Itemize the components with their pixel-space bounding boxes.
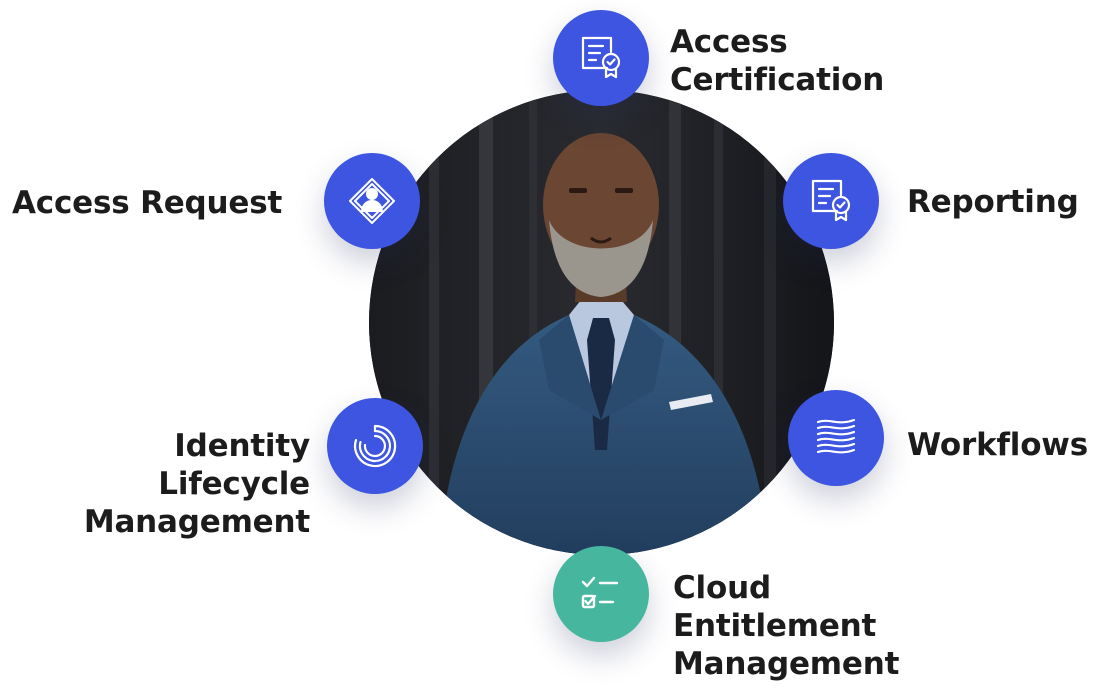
cloud-entitlement-management-label: Cloud Entitlement Management (673, 570, 900, 682)
person-diamond-icon (349, 178, 395, 224)
reporting-label: Reporting (907, 184, 1079, 220)
access-request-node[interactable] (324, 153, 420, 249)
reporting-node[interactable] (783, 153, 879, 249)
identity-lifecycle-management-node[interactable] (327, 398, 423, 494)
certificate-icon (581, 36, 621, 79)
access-certification-label: Access Certification (670, 24, 885, 98)
access-request-label: Access Request (12, 185, 283, 221)
lifecycle-rings-icon (354, 424, 397, 468)
cloud-entitlement-management-node[interactable] (553, 546, 649, 642)
workflows-label: Workflows (907, 427, 1088, 463)
certificate-icon (811, 179, 851, 222)
wave-lines-icon (816, 418, 856, 454)
checklist-icon (581, 576, 619, 609)
identity-lifecycle-management-label: Identity Lifecycle Management (83, 428, 310, 540)
workflows-node[interactable] (788, 390, 884, 486)
center-portrait-photo (369, 90, 834, 555)
access-certification-node[interactable] (553, 10, 649, 106)
